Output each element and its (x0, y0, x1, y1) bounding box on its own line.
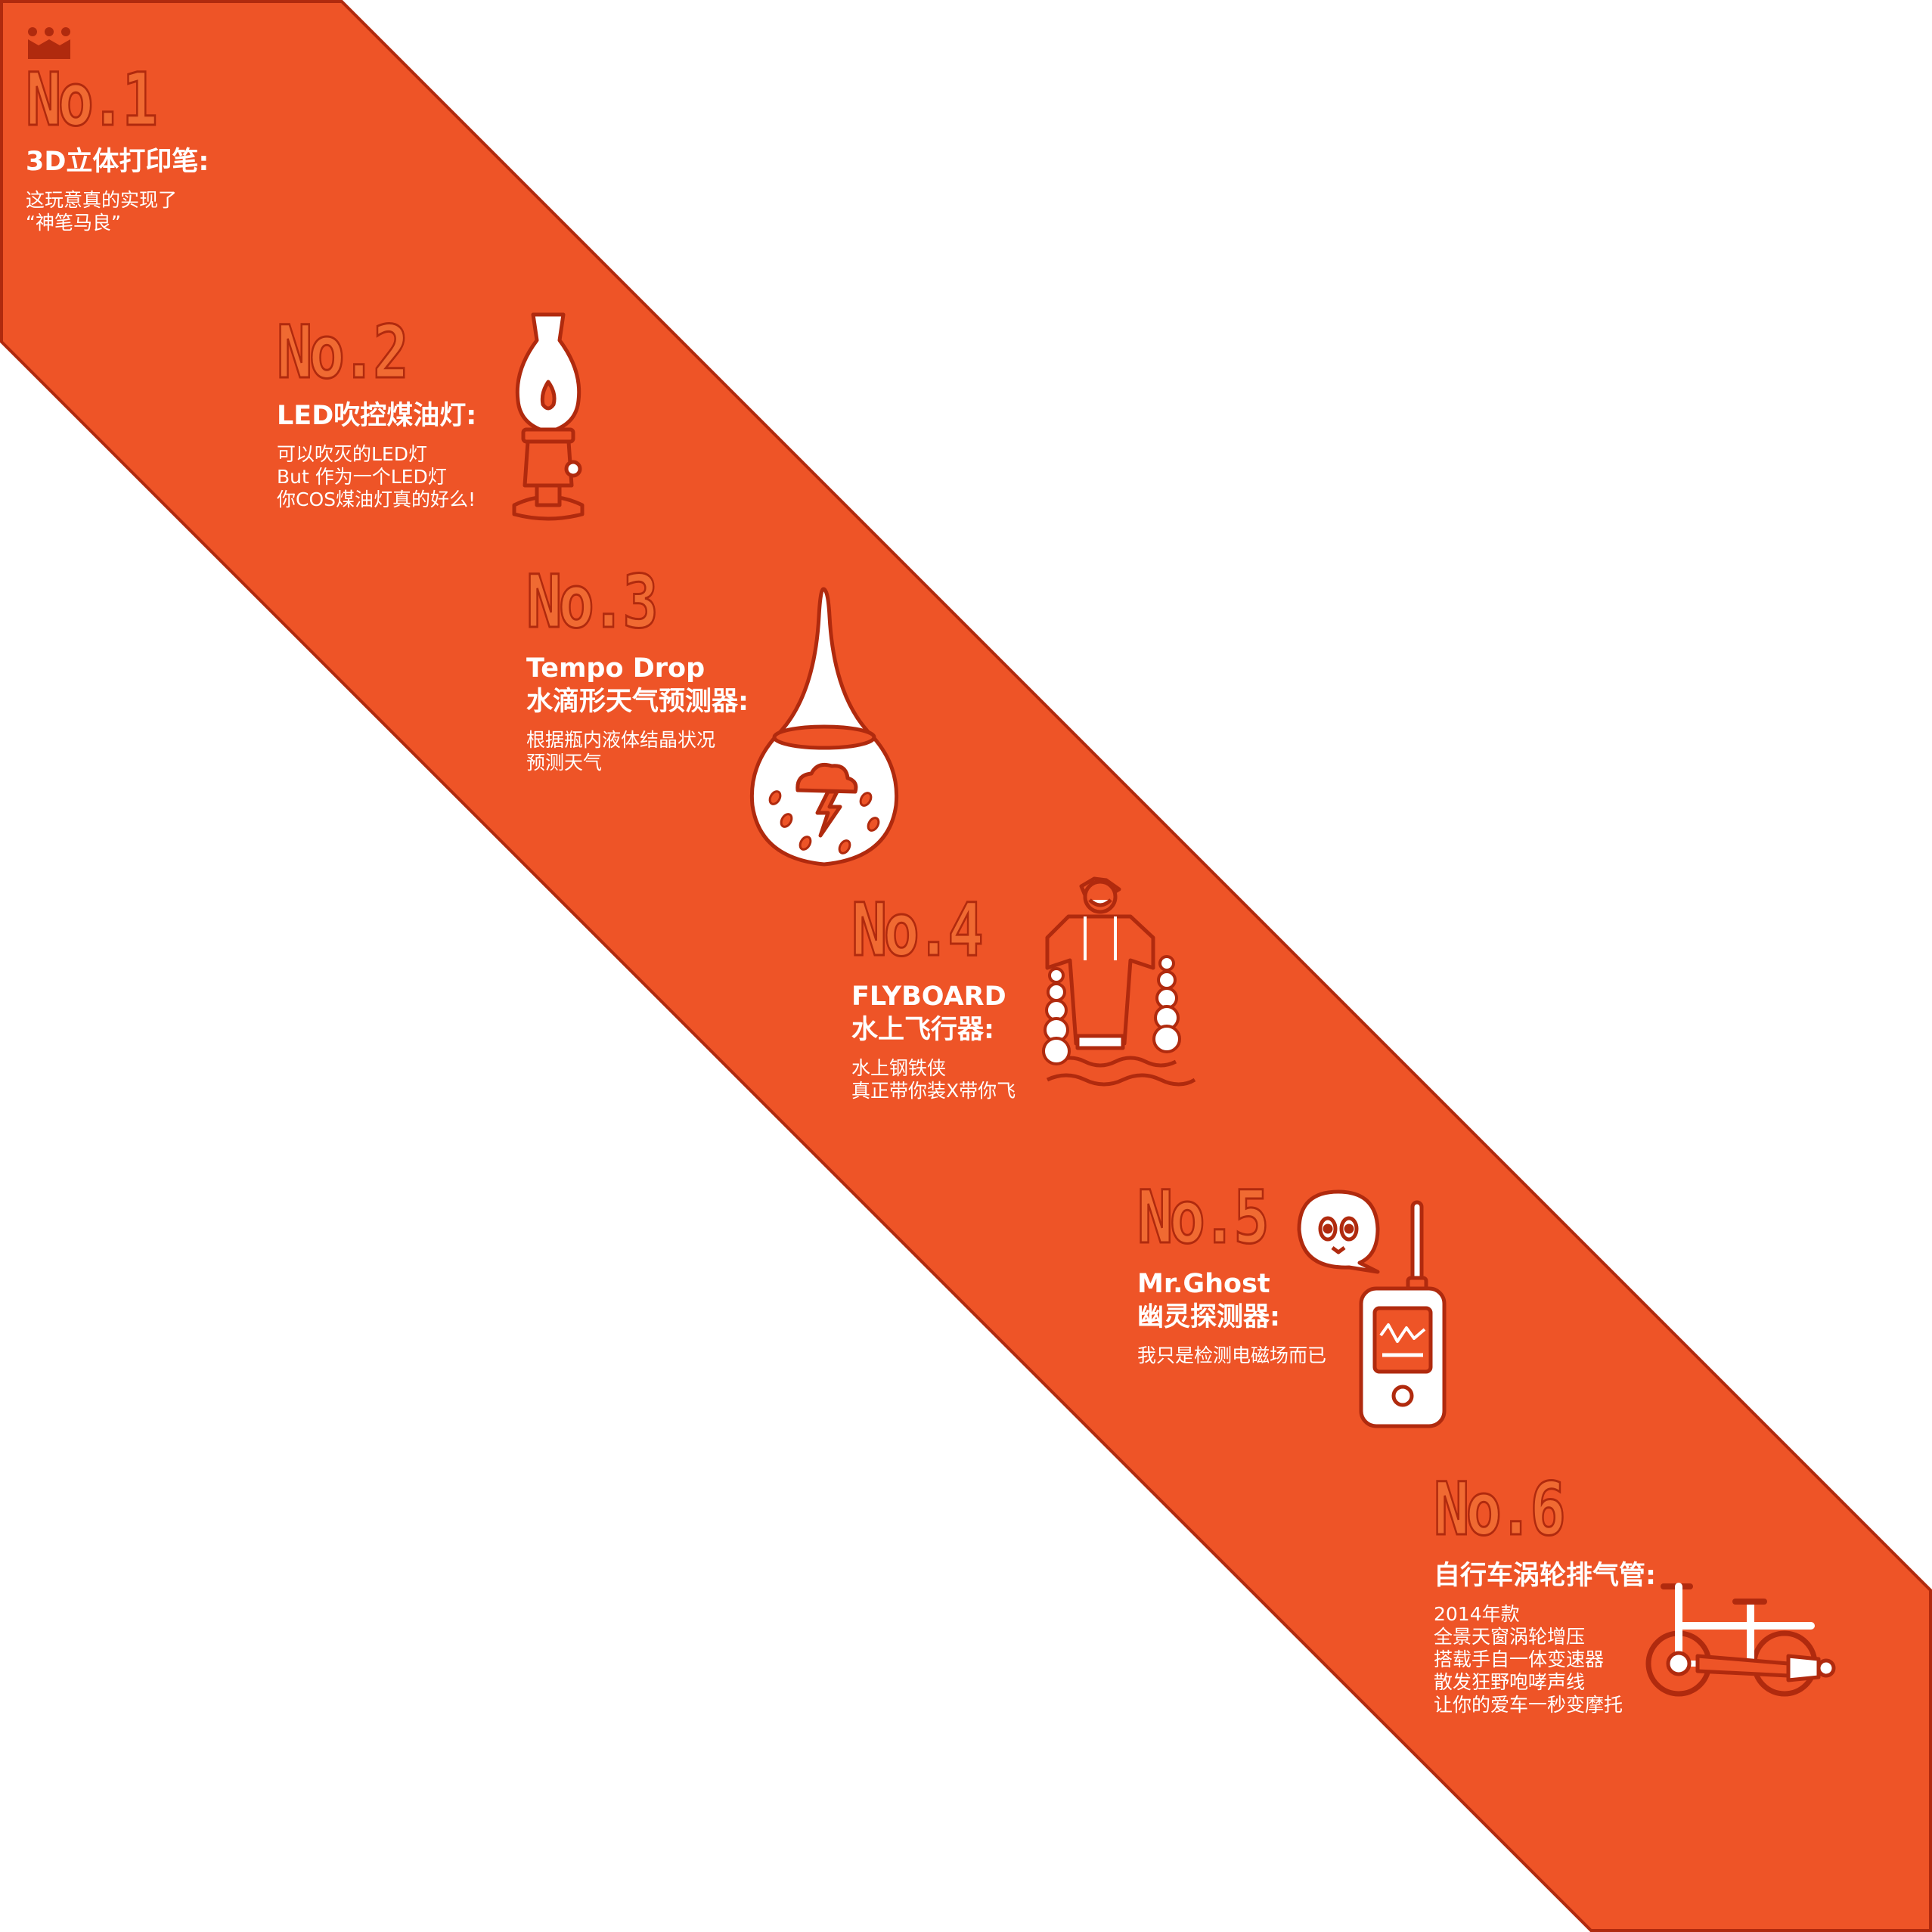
ghost-detector-icon (1297, 1189, 1447, 1428)
desc-line: 预测天气 (526, 752, 603, 774)
item-3: No.3 Tempo Drop 水滴形天气预测器: 根据瓶内液体结晶状况 预测天… (526, 560, 749, 774)
desc-line: 散发狂野咆哮声线 (1434, 1671, 1586, 1693)
item-title-en: Mr.Ghost (1137, 1269, 1270, 1299)
desc-line: 这玩意真的实现了 (26, 189, 178, 211)
desc-line: 你COS煤油灯真的好么! (277, 488, 476, 510)
desc-line: 让你的爱车一秒变摩托 (1434, 1694, 1623, 1716)
rank-label: No.3 (526, 560, 659, 644)
item-title: 3D立体打印笔: (26, 147, 209, 177)
flyboard-man-icon (1042, 876, 1196, 1087)
desc-line: But 作为一个LED灯 (277, 466, 447, 488)
item-title-en: FLYBOARD (851, 982, 1006, 1012)
desc-line: 2014年款 (1434, 1603, 1520, 1625)
item-title-en: Tempo Drop (526, 653, 706, 684)
item-title: 水滴形天气预测器: (526, 687, 749, 717)
item-desc: 我只是检测电磁场而已 (1137, 1344, 1326, 1367)
desc-line: 水上钢铁侠 (851, 1057, 947, 1079)
rank-label: No.2 (276, 310, 410, 395)
desc-line: 全景天窗涡轮增压 (1434, 1626, 1586, 1648)
rank-label: No.5 (1137, 1175, 1270, 1260)
item-desc: 水上钢铁侠 真正带你装X带你飞 (851, 1057, 1016, 1102)
item-desc: 2014年款 全景天窗涡轮增压 搭载手自一体变速器 散发狂野咆哮声线 让你的爱车… (1434, 1603, 1656, 1716)
desc-line: 可以吹灭的LED灯 (277, 443, 427, 465)
oil-lamp-icon (512, 312, 585, 521)
item-desc: 根据瓶内液体结晶状况 预测天气 (526, 729, 749, 774)
desc-line: “神笔马良” (26, 212, 121, 234)
crown-icon (28, 27, 70, 59)
water-drop-weather-icon (749, 587, 899, 867)
rank-label: No.6 (1433, 1467, 1567, 1552)
desc-line: 根据瓶内液体结晶状况 (526, 729, 716, 751)
item-1: No.1 3D立体打印笔: 这玩意真的实现了 “神笔马良” (25, 26, 209, 234)
item-title: 水上飞行器: (851, 1015, 994, 1045)
item-title: 幽灵探测器: (1137, 1302, 1280, 1332)
desc-line: 搭载手自一体变速器 (1434, 1648, 1605, 1670)
item-4: No.4 FLYBOARD 水上飞行器: 水上钢铁侠 真正带你装X带你飞 (851, 888, 1016, 1102)
item-title: LED吹控煤油灯: (277, 401, 477, 431)
item-title: 自行车涡轮排气管: (1434, 1561, 1656, 1591)
desc-line: 我只是检测电磁场而已 (1137, 1344, 1327, 1366)
item-desc: 这玩意真的实现了 “神笔马良” (26, 189, 209, 234)
item-2: No.2 LED吹控煤油灯: 可以吹灭的LED灯 But 作为一个LED灯 你C… (276, 310, 477, 511)
item-desc: 可以吹灭的LED灯 But 作为一个LED灯 你COS煤油灯真的好么! (277, 443, 476, 511)
item-6: No.6 自行车涡轮排气管: 2014年款 全景天窗涡轮增压 搭载手自一体变速器… (1433, 1467, 1656, 1716)
rank-label: No.4 (851, 888, 985, 972)
bicycle-exhaust-icon (1645, 1583, 1836, 1697)
item-5: No.5 Mr.Ghost 幽灵探测器: 我只是检测电磁场而已 (1137, 1175, 1326, 1367)
desc-line: 真正带你装X带你飞 (851, 1080, 1016, 1102)
rank-label: No.1 (25, 57, 159, 142)
